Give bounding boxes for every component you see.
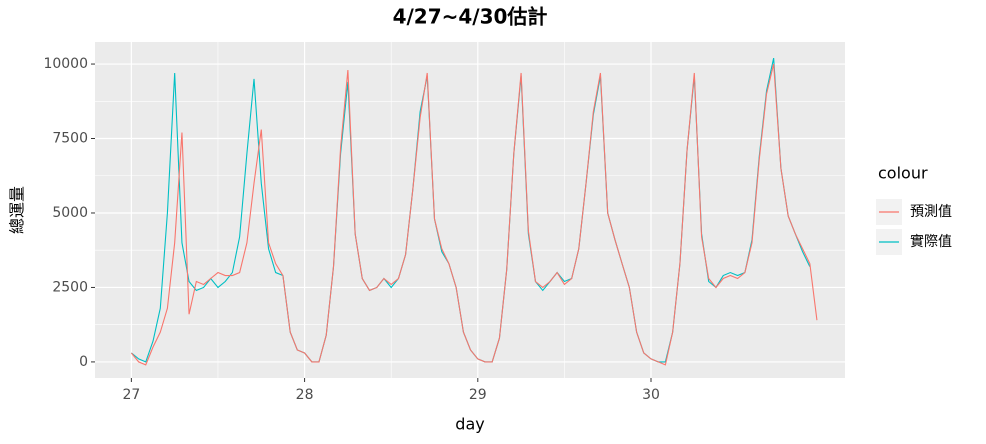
panel: [95, 42, 845, 378]
x-tick-label: 30: [642, 387, 660, 403]
x-axis-label: day: [455, 415, 484, 434]
x-tick-label: 28: [296, 387, 314, 403]
y-tick-label: 10000: [43, 56, 88, 72]
legend-label: 實際值: [910, 233, 952, 250]
chart-title: 4/27~4/30估計: [393, 5, 548, 29]
y-axis-label: 總運量: [8, 186, 27, 234]
x-tick-label: 29: [469, 387, 487, 403]
y-tick-label: 5000: [52, 205, 88, 221]
y-tick-label: 2500: [52, 279, 88, 295]
y-tick-label: 0: [79, 354, 88, 370]
y-tick-label: 7500: [52, 131, 88, 147]
legend-title: colour: [878, 164, 928, 183]
series-line: [130, 63, 818, 366]
lines: [130, 57, 818, 366]
grid: [95, 42, 845, 378]
x-tick-label: 27: [122, 387, 140, 403]
legend-label: 預測值: [910, 204, 952, 220]
